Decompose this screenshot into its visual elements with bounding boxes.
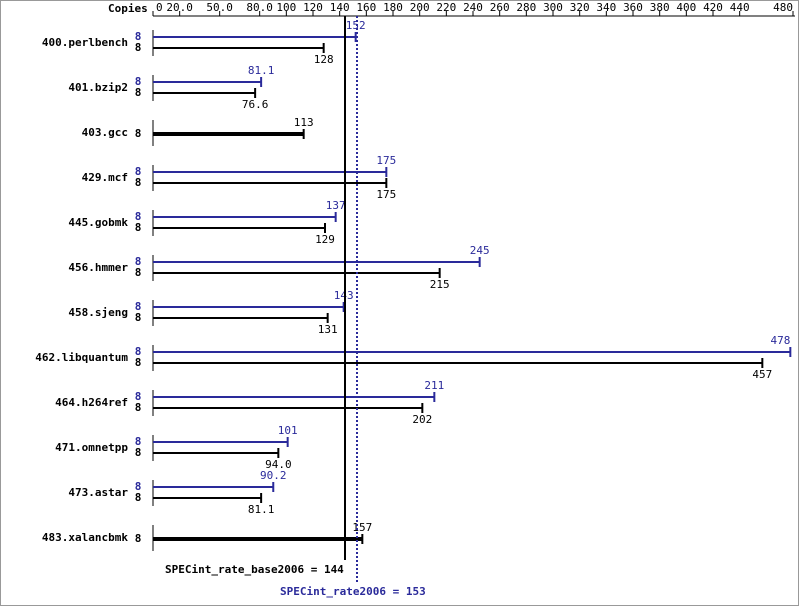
value-label: 131 bbox=[318, 323, 338, 336]
x-tick-label: 120 bbox=[303, 1, 323, 14]
benchmark-name: 401.bzip2 bbox=[68, 81, 128, 94]
value-label: 215 bbox=[430, 278, 450, 291]
copies-label: 8 bbox=[135, 345, 142, 358]
value-label: 202 bbox=[412, 413, 432, 426]
x-tick-label: 160 bbox=[356, 1, 376, 14]
benchmark-name: 456.hmmer bbox=[68, 261, 128, 274]
value-label: 137 bbox=[326, 199, 346, 212]
x-tick-label: 480 bbox=[773, 1, 793, 14]
value-label: 101 bbox=[278, 424, 298, 437]
reference-label: SPECint_rate2006 = 153 bbox=[280, 585, 426, 598]
value-label: 76.6 bbox=[242, 98, 269, 111]
x-tick-label: 20.0 bbox=[166, 1, 193, 14]
copies-label: 8 bbox=[135, 446, 142, 459]
x-tick-label: 300 bbox=[543, 1, 563, 14]
copies-label: 8 bbox=[135, 480, 142, 493]
copies-label: 8 bbox=[135, 266, 142, 279]
value-label: 90.2 bbox=[260, 469, 287, 482]
x-tick-label: 340 bbox=[596, 1, 616, 14]
value-label: 128 bbox=[314, 53, 334, 66]
copies-label: 8 bbox=[135, 356, 142, 369]
value-label: 478 bbox=[770, 334, 790, 347]
value-label: 211 bbox=[424, 379, 444, 392]
value-label: 81.1 bbox=[248, 503, 275, 516]
value-label: 175 bbox=[376, 188, 396, 201]
benchmark-name: 464.h264ref bbox=[55, 396, 128, 409]
value-label: 245 bbox=[470, 244, 490, 257]
axis-label: Copies bbox=[108, 2, 148, 15]
reference-label: SPECint_rate_base2006 = 144 bbox=[165, 563, 344, 576]
copies-label: 8 bbox=[135, 165, 142, 178]
copies-label: 8 bbox=[135, 390, 142, 403]
x-tick-label: 260 bbox=[490, 1, 510, 14]
x-tick-label: 280 bbox=[516, 1, 536, 14]
copies-label: 8 bbox=[135, 435, 142, 448]
benchmark-name: 445.gobmk bbox=[68, 216, 128, 229]
benchmark-name: 429.mcf bbox=[82, 171, 128, 184]
copies-label: 8 bbox=[135, 41, 142, 54]
x-tick-label: 50.0 bbox=[206, 1, 233, 14]
x-tick-label: 220 bbox=[436, 1, 456, 14]
copies-label: 8 bbox=[135, 127, 142, 140]
value-label: 152 bbox=[346, 19, 366, 32]
x-tick-label: 440 bbox=[730, 1, 750, 14]
copies-label: 8 bbox=[135, 255, 142, 268]
x-tick-label: 240 bbox=[463, 1, 483, 14]
value-label: 175 bbox=[376, 154, 396, 167]
copies-label: 8 bbox=[135, 210, 142, 223]
copies-label: 8 bbox=[135, 86, 142, 99]
copies-label: 8 bbox=[135, 311, 142, 324]
value-label: 94.0 bbox=[265, 458, 292, 471]
x-tick-label: 420 bbox=[703, 1, 723, 14]
x-tick-label: 0 bbox=[156, 1, 163, 14]
copies-label: 8 bbox=[135, 221, 142, 234]
copies-label: 8 bbox=[135, 75, 142, 88]
value-label: 81.1 bbox=[248, 64, 275, 77]
x-tick-label: 180 bbox=[383, 1, 403, 14]
benchmark-name: 483.xalancbmk bbox=[42, 531, 128, 544]
x-tick-label: 400 bbox=[676, 1, 696, 14]
value-label: 129 bbox=[315, 233, 335, 246]
copies-label: 8 bbox=[135, 300, 142, 313]
benchmark-name: 458.sjeng bbox=[68, 306, 128, 319]
benchmark-name: 473.astar bbox=[68, 486, 128, 499]
x-tick-label: 360 bbox=[623, 1, 643, 14]
copies-label: 8 bbox=[135, 491, 142, 504]
value-label: 457 bbox=[752, 368, 772, 381]
value-label: 113 bbox=[294, 116, 314, 129]
x-tick-label: 80.0 bbox=[246, 1, 273, 14]
value-label: 157 bbox=[352, 521, 372, 534]
copies-label: 8 bbox=[135, 30, 142, 43]
benchmark-name: 403.gcc bbox=[82, 126, 128, 139]
x-tick-label: 320 bbox=[570, 1, 590, 14]
x-tick-label: 140 bbox=[330, 1, 350, 14]
x-tick-label: 100 bbox=[276, 1, 296, 14]
copies-label: 8 bbox=[135, 176, 142, 189]
copies-label: 8 bbox=[135, 532, 142, 545]
x-tick-label: 380 bbox=[650, 1, 670, 14]
benchmark-name: 462.libquantum bbox=[35, 351, 128, 364]
x-tick-label: 200 bbox=[410, 1, 430, 14]
benchmark-name: 471.omnetpp bbox=[55, 441, 128, 454]
benchmark-name: 400.perlbench bbox=[42, 36, 128, 49]
copies-label: 8 bbox=[135, 401, 142, 414]
value-label: 143 bbox=[334, 289, 354, 302]
